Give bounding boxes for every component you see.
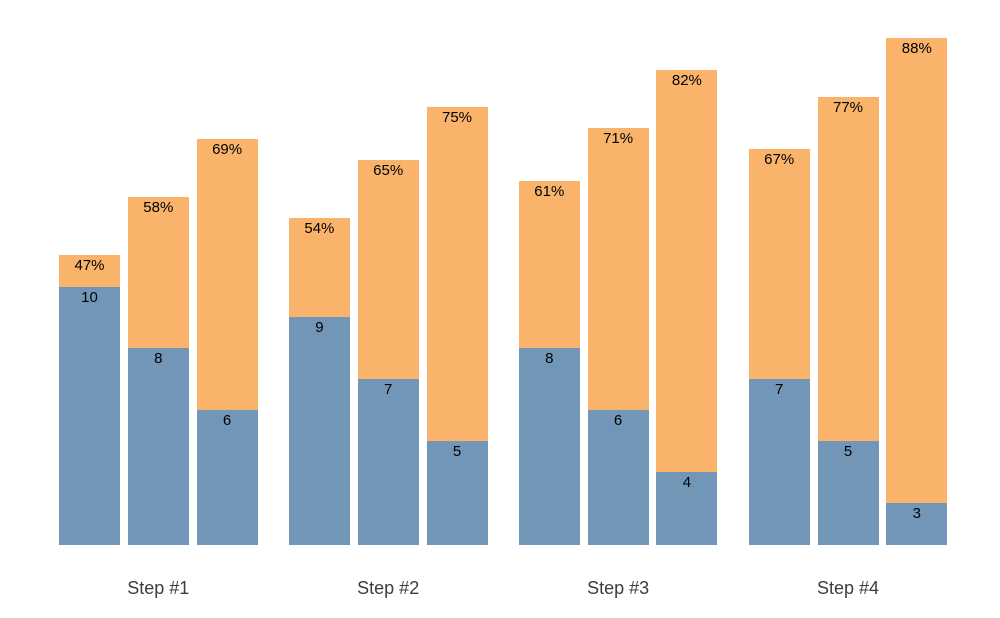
bar-percent-segment [817, 96, 879, 442]
bar-percent-segment [518, 181, 580, 349]
bar-percent-label: 65% [373, 161, 404, 179]
bar-count-segment [288, 317, 350, 546]
bar-percent-segment [426, 107, 488, 442]
bar-percent-label: 54% [304, 219, 335, 237]
bar-percent-label: 61% [534, 183, 565, 201]
bar: 65% 7 [357, 159, 419, 546]
bar: 77% 5 [817, 96, 879, 546]
bar-count-segment [127, 348, 189, 546]
bar: 67% 7 [748, 149, 810, 546]
bar-count-label: 6 [613, 412, 623, 430]
bar-count-label: 7 [775, 381, 784, 399]
bar-percent-label: 77% [832, 98, 864, 116]
bar-percent-label: 58% [143, 198, 174, 216]
bar-count-label: 8 [154, 350, 163, 368]
bar: 71% 6 [587, 128, 649, 546]
bar-percent-segment [587, 128, 649, 411]
bar-percent-segment [59, 254, 120, 287]
bar-count-label: 7 [384, 381, 393, 399]
bar-percent-label: 67% [764, 151, 795, 169]
bar: 69% 6 [196, 138, 258, 546]
bar-count-segment [656, 471, 718, 546]
bar-count-segment [426, 441, 488, 546]
bar-percent-label: 88% [901, 40, 932, 58]
bar-percent-segment [656, 70, 718, 472]
bar-count-label: 8 [545, 350, 554, 368]
category-label: Step #3 [587, 578, 650, 598]
bar-count-label: 9 [315, 319, 324, 337]
bar-count-label: 5 [843, 443, 853, 461]
bar: 82% 4 [656, 70, 718, 546]
bar-percent-segment [127, 196, 189, 349]
bar-percent-segment [357, 159, 419, 380]
bar-percent-label: 82% [671, 72, 702, 90]
category-label: Step #4 [816, 578, 880, 598]
bar-count-label: 5 [452, 443, 462, 461]
category-label: Step #1 [127, 578, 190, 598]
bar-percent-label: 75% [441, 109, 473, 127]
bar-count-segment [817, 441, 879, 546]
bar-count-segment [196, 410, 258, 546]
bar-percent-segment [748, 149, 810, 380]
bar-percent-segment [196, 138, 258, 411]
bar-count-segment [59, 286, 120, 546]
bar: 61% 8 [518, 181, 580, 546]
bar-count-label: 3 [912, 504, 921, 522]
bar-percent-segment [886, 38, 948, 503]
bar-count-label: 4 [682, 473, 692, 491]
bar-count-label: 10 [81, 288, 98, 306]
bar-count-segment [587, 410, 649, 546]
bar: 47% 10 [59, 254, 120, 546]
bar-percent-label: 47% [74, 256, 105, 274]
bar-count-segment [518, 348, 580, 546]
bar-percent-label: 71% [603, 130, 634, 148]
bar-count-segment [748, 379, 810, 546]
category-label: Step #2 [357, 578, 420, 598]
bar-percent-label: 69% [212, 140, 243, 158]
bar-count-segment [357, 379, 419, 546]
bar-percent-segment [288, 217, 350, 318]
bar: 75% 5 [426, 107, 488, 546]
bar-count-label: 6 [222, 412, 232, 430]
bar: 88% 3 [886, 38, 948, 546]
bar: 54% 9 [288, 217, 350, 546]
bar-count-segment [886, 502, 948, 546]
bar: 58% 8 [127, 196, 189, 546]
